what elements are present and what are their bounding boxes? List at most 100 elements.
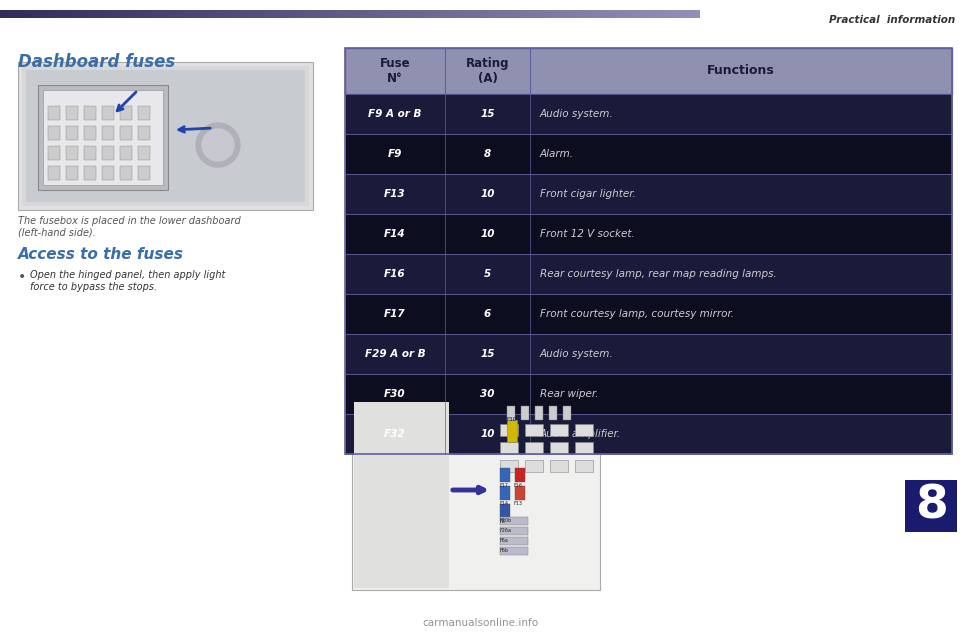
Bar bbox=[525, 424, 543, 436]
Text: 15: 15 bbox=[480, 349, 494, 359]
Text: F9 A or B: F9 A or B bbox=[369, 109, 421, 119]
Bar bbox=[48, 126, 60, 140]
Text: 30: 30 bbox=[480, 389, 494, 399]
Bar bbox=[500, 517, 528, 525]
Bar bbox=[120, 166, 132, 180]
Bar bbox=[138, 106, 150, 120]
Text: F13: F13 bbox=[384, 189, 406, 199]
Text: Alarm.: Alarm. bbox=[540, 149, 574, 159]
Text: F26a: F26a bbox=[500, 529, 512, 534]
Text: F14: F14 bbox=[499, 501, 508, 506]
Text: Fuse
N°: Fuse N° bbox=[380, 57, 410, 85]
Bar bbox=[525, 442, 543, 454]
Bar bbox=[345, 214, 952, 254]
Bar bbox=[550, 460, 568, 472]
Text: F30: F30 bbox=[507, 417, 517, 422]
Bar bbox=[354, 402, 449, 588]
Bar bbox=[345, 48, 952, 94]
Bar bbox=[507, 420, 517, 442]
Text: 10: 10 bbox=[480, 229, 494, 239]
Text: Dashboard fuses: Dashboard fuses bbox=[18, 53, 176, 71]
Bar bbox=[48, 146, 60, 160]
Bar bbox=[521, 406, 529, 420]
Bar bbox=[345, 94, 952, 134]
Text: F14: F14 bbox=[384, 229, 406, 239]
Text: F30: F30 bbox=[384, 389, 406, 399]
Bar bbox=[507, 406, 515, 420]
Bar bbox=[102, 126, 114, 140]
Text: 5: 5 bbox=[484, 269, 492, 279]
Text: 15: 15 bbox=[480, 109, 494, 119]
Text: F9: F9 bbox=[388, 149, 402, 159]
Bar bbox=[352, 400, 600, 590]
Bar bbox=[66, 126, 78, 140]
Text: 8: 8 bbox=[484, 149, 492, 159]
Bar bbox=[500, 486, 510, 500]
Bar bbox=[345, 48, 952, 454]
Bar bbox=[43, 90, 163, 185]
Bar bbox=[345, 414, 952, 454]
Text: F8: F8 bbox=[499, 519, 505, 524]
Bar bbox=[525, 460, 543, 472]
Text: F17: F17 bbox=[384, 309, 406, 319]
Text: Rating
(A): Rating (A) bbox=[466, 57, 509, 85]
Bar bbox=[549, 406, 557, 420]
Text: Functions: Functions bbox=[708, 65, 775, 77]
Text: F17: F17 bbox=[499, 483, 508, 488]
Bar bbox=[535, 406, 543, 420]
Text: Rear wiper.: Rear wiper. bbox=[540, 389, 598, 399]
Bar bbox=[138, 146, 150, 160]
Bar bbox=[575, 460, 593, 472]
Bar bbox=[102, 166, 114, 180]
Text: Access to the fuses: Access to the fuses bbox=[18, 247, 184, 262]
Bar bbox=[48, 106, 60, 120]
Bar bbox=[500, 504, 510, 518]
Bar bbox=[18, 62, 313, 210]
Bar bbox=[120, 126, 132, 140]
Bar bbox=[102, 106, 114, 120]
Bar bbox=[66, 146, 78, 160]
Text: F6b: F6b bbox=[500, 548, 509, 554]
Bar bbox=[345, 134, 952, 174]
Bar bbox=[345, 174, 952, 214]
Bar bbox=[500, 460, 518, 472]
Text: F13: F13 bbox=[514, 501, 523, 506]
Bar bbox=[500, 547, 528, 555]
Text: Audio system.: Audio system. bbox=[540, 349, 613, 359]
Bar bbox=[500, 468, 510, 482]
Bar bbox=[500, 424, 518, 436]
Text: 8: 8 bbox=[915, 483, 948, 529]
Text: F6a: F6a bbox=[500, 538, 509, 543]
Bar bbox=[345, 254, 952, 294]
Circle shape bbox=[196, 123, 240, 167]
Text: Practical  information: Practical information bbox=[828, 15, 955, 25]
Text: 10: 10 bbox=[480, 429, 494, 439]
Bar bbox=[500, 527, 528, 535]
Bar bbox=[500, 442, 518, 454]
Bar bbox=[84, 146, 96, 160]
Bar bbox=[102, 146, 114, 160]
Bar bbox=[138, 166, 150, 180]
Bar bbox=[500, 537, 528, 545]
Bar bbox=[345, 294, 952, 334]
Bar bbox=[26, 70, 305, 202]
Text: Audio amplifier.: Audio amplifier. bbox=[540, 429, 621, 439]
Text: F16: F16 bbox=[514, 483, 523, 488]
Bar bbox=[66, 106, 78, 120]
Text: Front courtesy lamp, courtesy mirror.: Front courtesy lamp, courtesy mirror. bbox=[540, 309, 734, 319]
Bar bbox=[84, 106, 96, 120]
Text: F32: F32 bbox=[384, 429, 406, 439]
Bar bbox=[84, 126, 96, 140]
Text: 6: 6 bbox=[484, 309, 492, 319]
Circle shape bbox=[202, 129, 234, 161]
Bar bbox=[120, 146, 132, 160]
Bar bbox=[575, 442, 593, 454]
Bar bbox=[563, 406, 571, 420]
Bar bbox=[138, 126, 150, 140]
Text: F29 A or B: F29 A or B bbox=[365, 349, 425, 359]
Bar bbox=[575, 424, 593, 436]
Text: F16: F16 bbox=[384, 269, 406, 279]
Text: F20b: F20b bbox=[500, 518, 512, 524]
Bar bbox=[120, 106, 132, 120]
Text: The fusebox is placed in the lower dashboard
(left-hand side).: The fusebox is placed in the lower dashb… bbox=[18, 216, 241, 237]
